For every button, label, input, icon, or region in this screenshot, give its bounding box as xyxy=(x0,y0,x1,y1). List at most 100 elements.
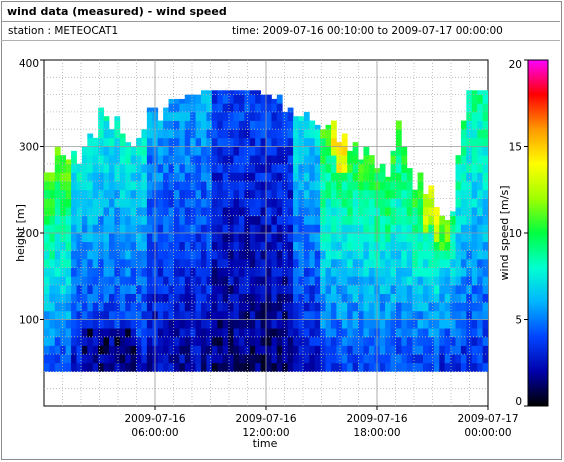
heatmap-cell xyxy=(217,90,224,95)
heatmap-cell xyxy=(141,189,148,199)
heatmap-cell xyxy=(385,207,391,217)
heatmap-cell xyxy=(179,198,186,208)
heatmap-cell xyxy=(114,319,121,329)
heatmap-cell xyxy=(363,198,370,208)
heatmap-cell xyxy=(303,163,310,173)
heatmap-cell xyxy=(249,354,256,364)
heatmap-cell xyxy=(444,250,451,260)
heatmap-cell xyxy=(309,172,316,182)
heatmap-cell xyxy=(76,345,83,355)
heatmap-cell xyxy=(49,336,56,346)
heatmap-cell xyxy=(460,302,467,312)
heatmap-cell xyxy=(71,319,77,329)
heatmap-cell xyxy=(201,310,207,320)
heatmap-cell xyxy=(238,120,245,130)
heatmap-cell xyxy=(293,181,299,191)
heatmap-cell xyxy=(157,207,164,217)
heatmap-cell xyxy=(108,163,115,173)
heatmap-cell xyxy=(71,181,77,191)
heatmap-cell xyxy=(368,198,375,208)
heatmap-cell xyxy=(119,258,126,268)
heatmap-cell xyxy=(44,258,50,268)
heatmap-cell xyxy=(455,293,462,303)
heatmap-cell xyxy=(157,146,164,156)
heatmap-cell xyxy=(266,129,272,139)
heatmap-cell xyxy=(444,258,451,268)
heatmap-cell xyxy=(206,90,213,95)
heatmap-cell xyxy=(358,354,364,364)
heatmap-cell xyxy=(320,163,326,173)
heatmap-cell xyxy=(293,276,299,286)
heatmap-cell xyxy=(390,310,397,320)
heatmap-cell xyxy=(44,172,50,182)
heatmap-cell xyxy=(184,336,191,346)
heatmap-cell xyxy=(49,207,56,217)
heatmap-cell xyxy=(320,276,326,286)
heatmap-cell xyxy=(439,233,446,243)
heatmap-cell xyxy=(173,362,180,372)
heatmap-cell xyxy=(282,155,289,165)
heatmap-cell xyxy=(260,328,267,338)
heatmap-cell xyxy=(401,328,408,338)
heatmap-cell xyxy=(477,354,483,364)
heatmap-cell xyxy=(385,189,391,199)
heatmap-cell xyxy=(471,267,478,277)
heatmap-cell xyxy=(206,129,213,139)
heatmap-cell xyxy=(179,258,186,268)
heatmap-cell xyxy=(141,163,148,173)
heatmap-cell xyxy=(260,310,267,320)
heatmap-cell xyxy=(141,181,148,191)
heatmap-cell xyxy=(92,163,99,173)
heatmap-cell xyxy=(244,215,251,225)
heatmap-cell xyxy=(266,120,272,130)
heatmap-cell xyxy=(330,267,337,277)
heatmap-cell xyxy=(108,189,115,199)
heatmap-cell xyxy=(136,172,142,182)
heatmap-cell xyxy=(238,155,245,165)
heatmap-cell xyxy=(341,189,348,199)
heatmap-cell xyxy=(54,189,61,199)
heatmap-cell xyxy=(157,276,164,286)
heatmap-cell xyxy=(358,224,364,234)
heatmap-cell xyxy=(168,163,175,173)
heatmap-cell xyxy=(460,207,467,217)
heatmap-cell xyxy=(119,302,126,312)
heatmap-cell xyxy=(141,250,148,260)
heatmap-cell xyxy=(195,163,202,173)
heatmap-cell xyxy=(347,241,354,251)
heatmap-cell xyxy=(222,258,229,268)
heatmap-cell xyxy=(81,224,88,234)
heatmap-cell xyxy=(336,163,343,173)
heatmap-cell xyxy=(260,224,267,234)
heatmap-cell xyxy=(471,284,478,294)
heatmap-cell xyxy=(379,241,386,251)
heatmap-cell xyxy=(157,233,164,243)
heatmap-cell xyxy=(98,267,104,277)
heatmap-cell xyxy=(163,137,169,147)
heatmap-cell xyxy=(276,258,283,268)
heatmap-cell xyxy=(146,172,153,182)
heatmap-cell xyxy=(390,241,397,251)
heatmap-cell xyxy=(108,328,115,338)
heatmap-cell xyxy=(103,172,110,182)
heatmap-cell xyxy=(271,293,278,303)
heatmap-cell xyxy=(260,319,267,329)
heatmap-cell xyxy=(293,345,299,355)
heatmap-cell xyxy=(65,328,72,338)
heatmap-cell xyxy=(168,310,175,320)
heatmap-cell xyxy=(379,233,386,243)
heatmap-cell xyxy=(195,336,202,346)
heatmap-cell xyxy=(309,241,316,251)
heatmap-cell xyxy=(266,276,272,286)
heatmap-cell xyxy=(379,172,386,182)
heatmap-cell xyxy=(471,129,478,139)
heatmap-cell xyxy=(108,215,115,225)
heatmap-cell xyxy=(482,181,488,191)
heatmap-cell xyxy=(65,258,72,268)
heatmap-cell xyxy=(368,181,375,191)
heatmap-cell xyxy=(168,120,175,130)
heatmap-cell xyxy=(211,198,218,208)
heatmap-cell xyxy=(287,354,294,364)
heatmap-cell xyxy=(244,267,251,277)
heatmap-cell xyxy=(157,319,164,329)
